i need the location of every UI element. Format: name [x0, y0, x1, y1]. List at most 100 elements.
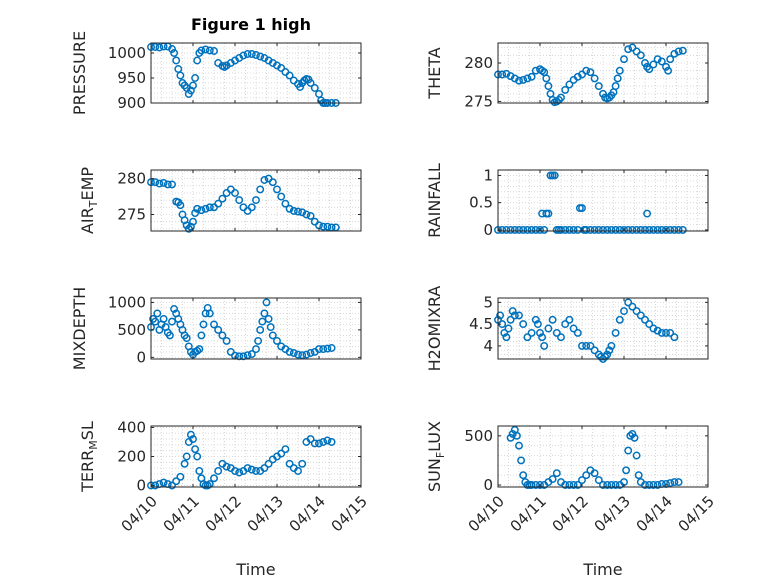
- data-point: [315, 345, 323, 354]
- grid: [497, 425, 709, 487]
- x-tick-label: 04/11: [507, 492, 550, 535]
- data-point: [561, 225, 570, 234]
- data-point: [218, 331, 227, 340]
- data-point: [601, 352, 610, 361]
- y-tick-label: 275: [117, 205, 146, 223]
- data-point: [256, 185, 265, 194]
- data-point: [590, 469, 599, 478]
- data-point: [500, 328, 509, 337]
- data-point: [197, 331, 206, 340]
- x-tick-label: 04/11: [160, 492, 203, 535]
- data-point: [573, 72, 582, 81]
- data-point: [247, 465, 256, 474]
- data-point: [620, 55, 628, 64]
- data-point: [641, 481, 649, 489]
- data-point: [252, 51, 260, 59]
- data-point: [620, 225, 628, 234]
- data-point: [552, 469, 561, 478]
- data-point: [519, 471, 528, 480]
- data-point: [670, 333, 679, 342]
- data-point: [273, 336, 281, 345]
- subplot-5: 0 500 1000 MIXDEPTH: [70, 287, 362, 370]
- y-tick-label: 200: [117, 448, 146, 466]
- data-point: [256, 325, 265, 334]
- data-point: [636, 225, 645, 234]
- data-point: [281, 445, 290, 454]
- data-point: [523, 74, 532, 83]
- data-point: [172, 56, 181, 65]
- data-point: [176, 472, 185, 481]
- y-tick-label: 275: [464, 92, 493, 110]
- data-point: [151, 317, 160, 326]
- data-point: [327, 344, 336, 352]
- x-axis-label: Time: [582, 560, 622, 579]
- data-point: [496, 311, 505, 320]
- data-point: [247, 50, 256, 58]
- data-point: [578, 204, 586, 213]
- data-point: [599, 225, 607, 234]
- subplot-4: 0 0.5 1 RAINFALL: [425, 163, 709, 239]
- data-point: [182, 452, 191, 461]
- data-point: [197, 206, 206, 215]
- data-point: [611, 225, 620, 234]
- y-axis-label: MIXDEPTH: [70, 287, 89, 370]
- data-point: [531, 225, 540, 234]
- subplot-3: 275 280 AIRTEMP: [78, 167, 362, 234]
- data-point: [508, 307, 517, 316]
- subplot-6: 4 4.5 5 H2OMIXRA: [425, 286, 709, 371]
- x-tick-label: 04/15: [328, 492, 371, 535]
- data-point: [306, 79, 315, 87]
- data-point: [607, 341, 616, 350]
- data-point: [594, 82, 603, 91]
- data-point: [565, 225, 574, 234]
- data-point: [210, 320, 218, 329]
- data-point: [214, 325, 223, 334]
- data-point: [165, 331, 174, 340]
- data-point: [319, 438, 328, 446]
- data-point: [168, 481, 176, 490]
- data-point: [670, 49, 679, 58]
- data-point: [260, 309, 269, 318]
- data-point: [582, 471, 591, 480]
- data-point: [586, 68, 595, 77]
- data-point: [262, 298, 271, 307]
- data-point: [247, 350, 256, 359]
- data-point: [235, 468, 244, 477]
- y-tick-label: 0.5: [469, 194, 493, 212]
- data-point: [586, 341, 595, 350]
- data-point: [662, 225, 670, 234]
- data-point: [624, 45, 633, 54]
- data-point: [628, 302, 637, 311]
- data-point: [666, 55, 675, 64]
- data-point: [298, 351, 307, 360]
- y-tick-label: 4.5: [469, 315, 493, 333]
- data-point: [531, 481, 540, 489]
- y-tick-label: 500: [464, 427, 493, 445]
- data-point: [531, 315, 540, 324]
- data-point: [620, 307, 628, 316]
- data-point: [649, 324, 658, 333]
- data-point: [542, 74, 551, 83]
- data-point: [653, 481, 662, 489]
- data-point: [657, 328, 666, 337]
- data-point: [310, 84, 319, 92]
- x-tick-label: 04/10: [118, 492, 161, 535]
- data-point: [515, 441, 523, 450]
- data-point: [273, 185, 281, 194]
- data-point: [599, 89, 607, 98]
- data-point: [189, 435, 197, 444]
- data-point: [519, 75, 528, 84]
- data-point: [512, 431, 521, 440]
- data-point: [285, 71, 294, 80]
- axes-box: [497, 42, 709, 104]
- data-point: [657, 57, 666, 66]
- data-point: [548, 315, 557, 324]
- data-point: [315, 439, 323, 448]
- data-point: [195, 345, 204, 354]
- data-point: [662, 62, 670, 71]
- data-point: [649, 60, 658, 69]
- data-point: [294, 350, 302, 359]
- grid: [497, 169, 709, 231]
- series-markers: [147, 174, 340, 233]
- data-point: [260, 176, 269, 184]
